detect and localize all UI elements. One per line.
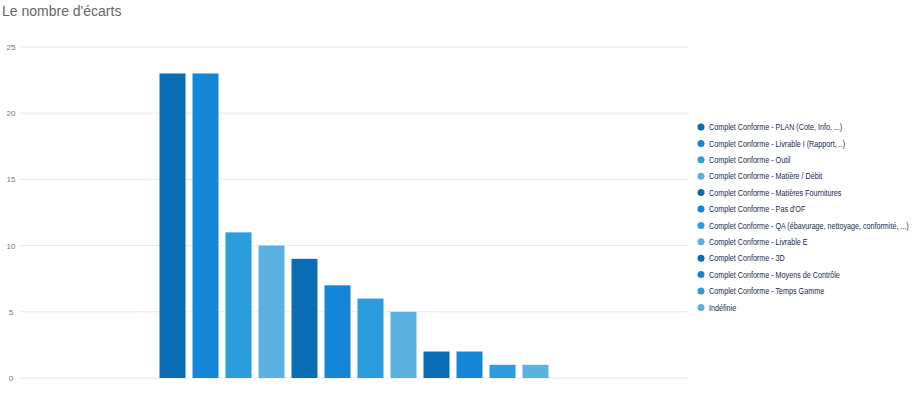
bar [160,73,186,378]
legend-label: Complet Conforme - 3D [709,254,785,264]
legend-marker [698,173,705,180]
title: Le nombre d'écarts [2,3,121,19]
legend-label: Complet Conforme - Matières Fournitures [709,188,841,198]
legend-marker [698,288,705,295]
legend-marker [698,255,705,262]
legend-label: Complet Conforme - QA (ébavurage, nettoy… [709,221,909,231]
bar [391,312,417,378]
grid-line [20,311,688,312]
legend-label: Complet Conforme - Pas d'OF [709,204,805,214]
grid-line [20,47,688,48]
grid-line [20,113,688,114]
grid-line [20,378,688,379]
legend-label: Complet Conforme - Livrable I (Rapport, … [709,139,845,149]
legend-label: Indéfinie [709,303,737,313]
legend-marker [698,206,705,213]
y-tick-label: 15 [7,175,16,184]
legend-label: Complet Conforme - Temps Gamme [709,286,825,296]
bar [193,73,219,378]
legend-label: Complet Conforme - Matière / Débit [709,172,823,182]
bar [523,365,549,378]
y-tick-label: 25 [7,43,16,52]
y-tick-label: 0 [9,374,14,383]
legend-marker [698,238,705,245]
bar [358,299,384,378]
y-tick-label: 5 [9,308,14,317]
legend-label: Complet Conforme - Moyens de Contrôle [709,270,840,280]
bar [292,259,318,378]
legend-marker [698,222,705,229]
legend-marker [698,304,705,311]
legend-marker [698,271,705,278]
bar [490,365,516,378]
legend-marker [698,124,705,131]
bar [226,232,252,378]
bars [160,73,549,378]
legend-label: Complet Conforme - Livrable E [709,237,808,247]
legend-label: Complet Conforme - PLAN (Cote, Info, ...… [709,122,842,132]
grid-line [20,245,688,246]
y-tick-label: 10 [7,242,16,251]
legend-marker [698,156,705,163]
grid-line [20,179,688,180]
bar [325,285,351,378]
bar [424,352,450,378]
bar [259,246,285,378]
legend-marker [698,140,705,147]
chart: Le nombre d'écarts 0 5 10 15 20 25 Complet Conf… [0,0,913,406]
bar [457,352,483,378]
legend-marker [698,189,705,196]
y-tick-label: 20 [7,109,16,118]
legend-label: Complet Conforme - Outil [709,155,791,165]
